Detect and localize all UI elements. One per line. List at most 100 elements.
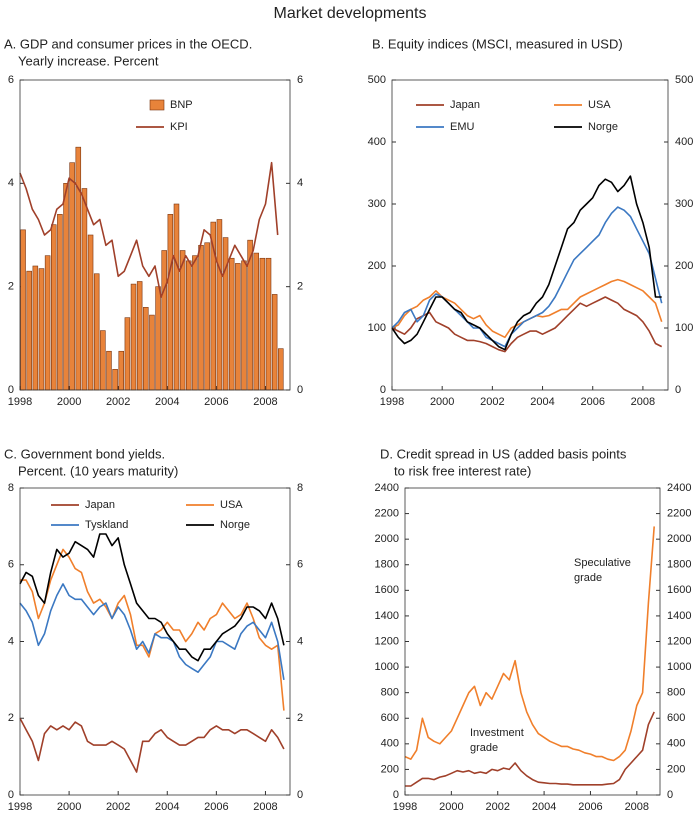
x-tick-label: 2004 (530, 396, 554, 408)
line (391, 206, 663, 348)
y-tick-label: 300 (368, 198, 386, 210)
y2-tick-label: 2400 (667, 482, 691, 494)
panel-title: C. Government bond yields. (4, 446, 165, 461)
bar (271, 294, 278, 391)
bar (167, 214, 174, 391)
panel-subtitle: to risk free interest rate) (394, 463, 531, 478)
y-tick-label: 4 (8, 177, 14, 189)
legend-label: Japan (450, 99, 480, 111)
plot-frame (19, 487, 291, 796)
legend-label: Norge (588, 121, 618, 133)
x-tick-label: 2008 (631, 396, 655, 408)
y2-tick-label: 6 (297, 559, 303, 571)
y-tick-label: 100 (368, 322, 386, 334)
y2-tick-label: 500 (675, 74, 693, 86)
y2-tick-label: 0 (297, 384, 303, 396)
legend-label: Norge (220, 519, 250, 531)
x-tick-label: 2004 (155, 396, 179, 408)
bar (20, 229, 26, 391)
line (19, 583, 285, 681)
y-tick-label: 0 (8, 384, 14, 396)
x-tick-label: 2006 (204, 801, 228, 813)
y2-tick-label: 2 (297, 712, 303, 724)
bar (81, 188, 88, 391)
bar (259, 257, 266, 391)
y2-tick-label: 2 (297, 281, 303, 293)
y-tick-label: 200 (381, 763, 399, 775)
bar (32, 265, 39, 391)
bar (57, 214, 63, 391)
y-tick-label: 2200 (375, 507, 399, 519)
bar (63, 183, 69, 391)
y-tick-label: 6 (8, 559, 14, 571)
y2-tick-label: 200 (675, 260, 693, 272)
y-tick-label: 4 (8, 635, 14, 647)
x-tick-label: 2008 (253, 801, 277, 813)
y2-tick-label: 100 (675, 322, 693, 334)
x-tick-label: 2002 (485, 801, 509, 813)
bar (228, 257, 235, 391)
bar (161, 250, 167, 391)
bar (124, 317, 131, 391)
bar (44, 255, 51, 391)
bar (241, 260, 247, 391)
y2-tick-label: 1800 (667, 559, 691, 571)
y-tick-label: 1800 (375, 559, 399, 571)
line (391, 175, 662, 351)
line (404, 526, 655, 762)
y2-tick-label: 1000 (667, 661, 691, 673)
bar (179, 250, 186, 391)
y2-tick-label: 600 (667, 712, 685, 724)
legend-label: Japan (85, 499, 115, 511)
line (405, 711, 655, 787)
y-tick-label: 200 (368, 260, 386, 272)
x-tick-label: 2006 (580, 396, 604, 408)
y2-tick-label: 4 (297, 635, 303, 647)
x-tick-label: 1998 (393, 801, 417, 813)
bar (265, 257, 272, 391)
x-tick-label: 2000 (57, 396, 81, 408)
y-tick-label: 400 (381, 738, 399, 750)
bar (278, 348, 284, 391)
legend-label: EMU (450, 121, 475, 133)
bar (100, 330, 106, 391)
x-tick-label: 2002 (106, 801, 130, 813)
y2-tick-label: 1600 (667, 584, 691, 596)
line (19, 161, 279, 298)
plot-frame (404, 487, 661, 796)
legend-swatch (149, 99, 165, 111)
x-tick-label: 2004 (532, 801, 556, 813)
y-tick-label: 2 (8, 281, 14, 293)
panel-title: D. Credit spread in US (added basis poin… (380, 446, 627, 461)
bar (204, 242, 210, 391)
y-tick-label: 1200 (375, 635, 399, 647)
bar (93, 273, 100, 391)
bar (87, 234, 94, 391)
x-tick-label: 2002 (106, 396, 130, 408)
plot-frame (391, 79, 669, 391)
y2-tick-label: 0 (675, 384, 681, 396)
y-tick-label: 600 (381, 712, 399, 724)
y-tick-label: 400 (368, 136, 386, 148)
y2-tick-label: 400 (667, 738, 685, 750)
x-tick-label: 2000 (430, 396, 454, 408)
y-tick-label: 500 (368, 74, 386, 86)
bar (38, 268, 45, 391)
bar (50, 224, 57, 391)
y-tick-label: 1400 (375, 610, 399, 622)
bar (136, 281, 143, 391)
x-tick-label: 2000 (57, 801, 81, 813)
y-tick-label: 1000 (375, 661, 399, 673)
x-tick-label: 2008 (625, 801, 649, 813)
y2-tick-label: 4 (297, 177, 303, 189)
y-tick-label: 800 (381, 687, 399, 699)
bar (118, 350, 125, 391)
y-tick-label: 0 (393, 789, 399, 801)
y2-tick-label: 200 (667, 763, 685, 775)
bar (26, 270, 32, 391)
legend-label: KPI (170, 121, 188, 133)
panel-subtitle: Percent. (10 years maturity) (18, 463, 178, 478)
y2-tick-label: 0 (667, 789, 673, 801)
